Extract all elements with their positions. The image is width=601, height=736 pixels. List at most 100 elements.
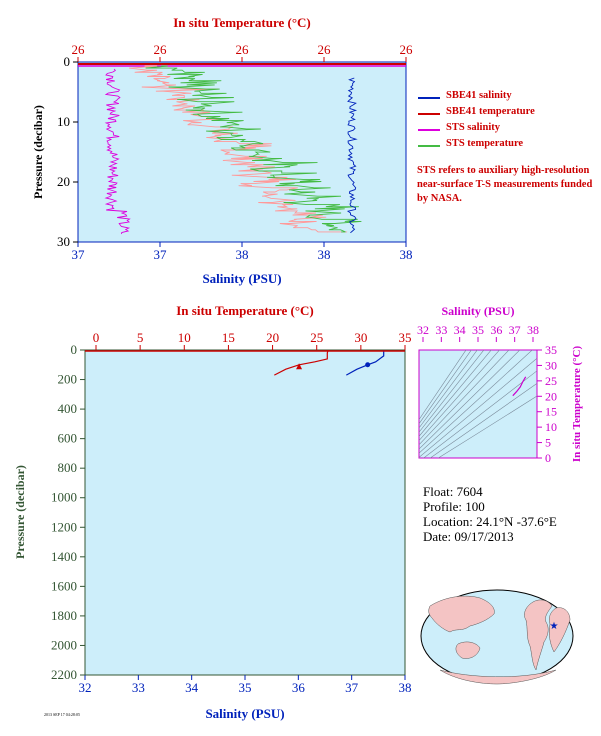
main-sal-tick-label: 33 <box>132 680 145 695</box>
map-land-antarctica <box>439 669 557 685</box>
density-contour <box>419 350 533 454</box>
ts-sal-tick-label: 35 <box>472 323 484 337</box>
main-pressure-axis: 0 200 400 600 800 1000 1200 1400 1600 1800 2000 220… <box>51 342 85 682</box>
legend-swatch <box>418 113 440 115</box>
top-pres-tick-label: 10 <box>57 114 70 129</box>
map-land-australia <box>455 641 481 659</box>
main-pres-tick-label: 600 <box>58 431 78 446</box>
main-pres-tick-label: 1600 <box>51 578 77 593</box>
main-pres-tick-label: 2200 <box>51 667 77 682</box>
main-pres-tick-label: 2000 <box>51 637 77 652</box>
legend-label: SBE41 temperature <box>446 106 535 117</box>
ts-sal-tick-label: 32 <box>417 323 429 337</box>
main-sal-tick-label: 37 <box>345 680 359 695</box>
ts-sal-tick-label: 38 <box>527 323 539 337</box>
top-chart: 26 26 26 26 26 37 37 38 38 38 0 10 20 30 In situ Te… <box>31 15 413 286</box>
main-temp-tick-label: 30 <box>354 330 367 345</box>
main-sal-tick-label: 32 <box>79 680 92 695</box>
top-plot-area <box>77 61 407 243</box>
float-location-marker: ★ <box>550 621 559 632</box>
main-sal-tick-label: 35 <box>239 680 252 695</box>
density-contour <box>419 350 485 433</box>
top-salinity-title: Salinity (PSU) <box>202 271 281 286</box>
main-pres-tick-label: 1800 <box>51 608 77 623</box>
location: Location: 24.1°N -37.6°E <box>423 514 557 529</box>
legend-swatch <box>418 129 440 131</box>
main-temp-tick-label: 25 <box>310 330 323 345</box>
main-temperature-title: In situ Temperature (°C) <box>176 303 314 318</box>
density-contour <box>419 350 472 424</box>
ts-temp-tick-label: 10 <box>545 420 557 434</box>
main-temp-tick-label: 10 <box>178 330 191 345</box>
top-temperature-axis: 26 26 26 26 26 <box>72 42 414 62</box>
density-contour <box>419 350 467 420</box>
ts-temp-tick-label: 15 <box>545 405 557 419</box>
top-pressure-title: Pressure (decibar) <box>31 105 45 199</box>
salinity-marker <box>365 362 371 368</box>
world-map: ★ <box>420 589 574 685</box>
ts-sal-tick-label: 33 <box>435 323 447 337</box>
main-salinity-title: Salinity (PSU) <box>205 706 284 721</box>
top-sal-tick-label: 37 <box>72 247 86 262</box>
main-pres-tick-label: 1000 <box>51 490 77 505</box>
ts-temp-tick-label: 25 <box>545 374 557 388</box>
top-series <box>78 63 406 235</box>
main-temp-tick-label: 5 <box>137 330 144 345</box>
main-salinity-axis: 32 33 34 35 36 37 38 <box>79 675 412 695</box>
main-temp-tick-label: 20 <box>266 330 279 345</box>
main-pres-tick-label: 0 <box>71 342 78 357</box>
float-id: Float: 7604 <box>423 484 483 499</box>
legend-label: STS temperature <box>446 138 524 149</box>
temperature-marker <box>296 363 303 370</box>
main-series <box>85 349 405 376</box>
main-sal-tick-label: 38 <box>399 680 412 695</box>
main-temperature-axis: 0 5 10 15 20 25 30 35 <box>93 330 412 350</box>
ts-series <box>512 376 527 397</box>
density-contour <box>419 357 537 458</box>
ts-temp-tick-label: 35 <box>545 343 557 357</box>
main-plot-area <box>84 349 406 676</box>
main-pres-tick-label: 400 <box>58 401 78 416</box>
density-contour <box>419 350 492 437</box>
ts-salinity-axis: 32 33 34 35 36 37 38 <box>417 323 539 342</box>
top-sal-tick-label: 38 <box>400 247 413 262</box>
top-temp-tick-label: 26 <box>400 42 414 57</box>
legend-label: SBE41 salinity <box>446 90 512 101</box>
main-pres-tick-label: 1200 <box>51 519 77 534</box>
main-temp-tick-label: 0 <box>93 330 100 345</box>
float-info: Float: 7604 Profile: 100 Location: 24.1°… <box>423 484 557 544</box>
ts-sal-tick-label: 37 <box>509 323 521 337</box>
sts-temperature-trace <box>145 65 362 233</box>
ts-salinity-title: Salinity (PSU) <box>441 304 514 318</box>
credit-text: 2013 SEP 17 04:28:05 <box>44 712 80 717</box>
main-pressure-title: Pressure (decibar) <box>13 465 27 559</box>
sbe41-salinity-trace <box>346 77 358 234</box>
legend-label: STS salinity <box>446 122 500 133</box>
ts-sal-tick-label: 34 <box>454 323 466 337</box>
top-temperature-title: In situ Temperature (°C) <box>173 15 311 30</box>
date: Date: 09/17/2013 <box>423 529 514 544</box>
top-sal-tick-label: 38 <box>318 247 331 262</box>
ts-temp-tick-label: 5 <box>545 436 551 450</box>
main-pres-tick-label: 800 <box>58 460 78 475</box>
top-temp-tick-label: 26 <box>236 42 250 57</box>
top-pres-tick-label: 20 <box>57 174 70 189</box>
main-sal-tick-label: 34 <box>185 680 199 695</box>
ts-density-contours <box>419 350 537 458</box>
top-temp-tick-label: 26 <box>72 42 86 57</box>
density-contour <box>437 395 537 458</box>
legend-swatch <box>418 97 440 99</box>
main-temp-tick-label: 15 <box>222 330 235 345</box>
main-pres-tick-label: 1400 <box>51 549 77 564</box>
top-salinity-axis: 37 37 38 38 38 <box>72 242 413 262</box>
sts-temperature-shadow-trace <box>129 65 348 233</box>
salinity-profile-line <box>346 350 385 376</box>
top-temp-tick-label: 26 <box>318 42 332 57</box>
main-pres-tick-label: 200 <box>58 372 78 387</box>
top-sal-tick-label: 37 <box>154 247 168 262</box>
ts-plot-area <box>418 349 538 459</box>
top-pres-tick-label: 30 <box>57 234 70 249</box>
